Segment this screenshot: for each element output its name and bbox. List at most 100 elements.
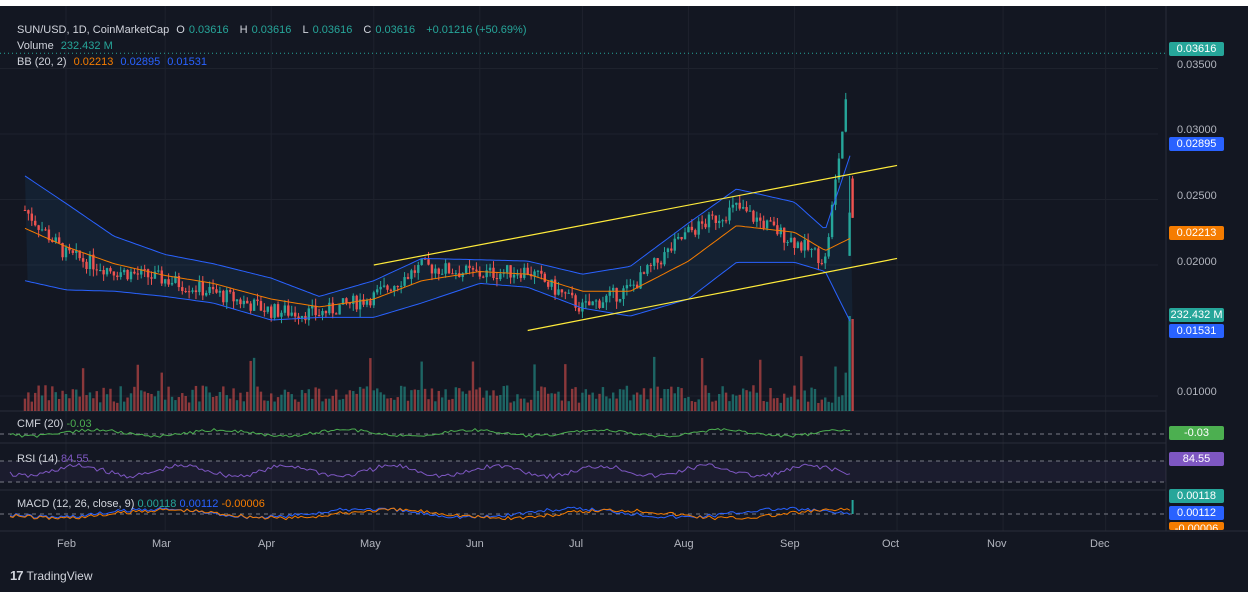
macd-legend[interactable]: MACD (12, 26, close, 9) 0.00118 0.00112 … xyxy=(17,498,265,510)
candle-body xyxy=(765,220,769,229)
candle-body xyxy=(759,217,762,221)
volume-bar xyxy=(191,389,194,411)
volume-bar xyxy=(345,394,348,411)
volume-bar xyxy=(382,394,386,411)
volume-bar xyxy=(34,392,37,411)
volume-bar xyxy=(105,394,109,411)
volume-bar xyxy=(99,402,102,411)
cmf-value: -0.03 xyxy=(66,418,92,430)
candle-body xyxy=(167,279,170,285)
price-change: +0.01216 (+50.69%) xyxy=(426,24,527,36)
volume-bar xyxy=(540,386,543,411)
volume-bar xyxy=(800,356,803,411)
candle-body xyxy=(413,270,417,273)
volume-bar xyxy=(478,387,482,411)
volume-bar xyxy=(830,402,834,411)
volume-bar xyxy=(263,400,266,411)
volume-bar xyxy=(721,386,724,411)
volume-bar xyxy=(649,388,653,411)
volume-bar xyxy=(512,401,516,411)
candle-body xyxy=(783,227,786,243)
candle-body xyxy=(382,285,386,287)
volume-label[interactable]: Volume xyxy=(17,40,54,52)
volume-bar xyxy=(694,401,697,411)
cmf-legend[interactable]: CMF (20) -0.03 xyxy=(17,418,92,430)
volume-bar xyxy=(683,398,687,411)
candle-body xyxy=(153,271,157,279)
candle-body xyxy=(51,240,54,243)
volume-bar xyxy=(362,388,365,411)
volume-bar xyxy=(215,395,218,411)
volume-bar xyxy=(321,401,324,411)
volume-bar xyxy=(129,393,133,411)
candle-body xyxy=(728,207,731,221)
volume-bar xyxy=(738,394,741,411)
candle-body xyxy=(714,215,717,224)
chart-canvas[interactable] xyxy=(0,6,1248,592)
candle-body xyxy=(430,264,434,274)
time-tick: May xyxy=(360,538,381,550)
candle-body xyxy=(119,272,122,277)
ohlc-open: O 0.03616 xyxy=(176,24,229,36)
volume-tag: 232.432 M xyxy=(1169,308,1224,322)
volume-bar xyxy=(471,361,475,411)
rsi-legend[interactable]: RSI (14) 84.55 xyxy=(17,453,89,465)
candle-body xyxy=(851,178,854,218)
volume-bar xyxy=(635,392,639,411)
volume-bar xyxy=(57,398,61,411)
candle-body xyxy=(102,269,105,275)
candle-body xyxy=(745,207,748,212)
volume-bar xyxy=(317,388,321,411)
candle-body xyxy=(246,300,249,304)
volume-bar xyxy=(485,390,488,411)
candle-body xyxy=(553,279,557,295)
volume-bar xyxy=(656,386,659,411)
volume-bar xyxy=(741,388,745,411)
volume-bar xyxy=(673,393,676,411)
macd-label: MACD (12, 26, close, 9) xyxy=(17,498,135,510)
candle-body xyxy=(834,179,837,205)
candle-body xyxy=(201,281,204,296)
candle-body xyxy=(468,265,471,269)
tradingview-logo[interactable]: 17 TradingView xyxy=(10,568,93,583)
volume-bar xyxy=(27,392,30,411)
volume-bar xyxy=(194,385,198,411)
bb-label[interactable]: BB (20, 2) xyxy=(17,56,67,68)
volume-bar xyxy=(516,394,519,411)
volume-bar xyxy=(30,401,33,411)
candle-body xyxy=(328,302,331,314)
volume-bar xyxy=(242,401,246,411)
volume-bar xyxy=(834,366,837,411)
candle-body xyxy=(485,270,488,278)
volume-bar xyxy=(266,400,269,411)
volume-bar xyxy=(420,361,423,411)
volume-bar xyxy=(639,394,642,411)
volume-bar xyxy=(341,398,345,411)
candle-body xyxy=(478,270,482,277)
candle-body xyxy=(61,243,64,258)
candle-body xyxy=(557,289,560,295)
candle-body xyxy=(567,292,570,294)
volume-bar xyxy=(711,401,714,411)
volume-bar xyxy=(687,396,690,411)
candle-body xyxy=(608,290,611,296)
volume-bar xyxy=(78,396,81,411)
candle-body xyxy=(447,263,451,274)
candle-body xyxy=(653,258,656,266)
volume-bar xyxy=(256,386,259,411)
candle-body xyxy=(721,220,724,222)
volume-bar xyxy=(762,401,765,411)
candle-body xyxy=(509,265,512,278)
time-tick: Mar xyxy=(152,538,171,550)
macd-signal-line xyxy=(9,507,851,521)
volume-bar xyxy=(396,397,399,411)
volume-bar xyxy=(75,389,78,411)
candle-body xyxy=(266,306,269,312)
candle-body xyxy=(687,226,690,233)
volume-bar xyxy=(536,390,540,411)
candle-body xyxy=(827,237,830,257)
legend-symbol-row: SUN/USD, 1D, CoinMarketCap O 0.03616 H 0.0… xyxy=(17,24,531,36)
candle-body xyxy=(420,258,423,265)
symbol-title[interactable]: SUN/USD, 1D, CoinMarketCap xyxy=(17,24,170,36)
volume-bar xyxy=(211,396,215,411)
